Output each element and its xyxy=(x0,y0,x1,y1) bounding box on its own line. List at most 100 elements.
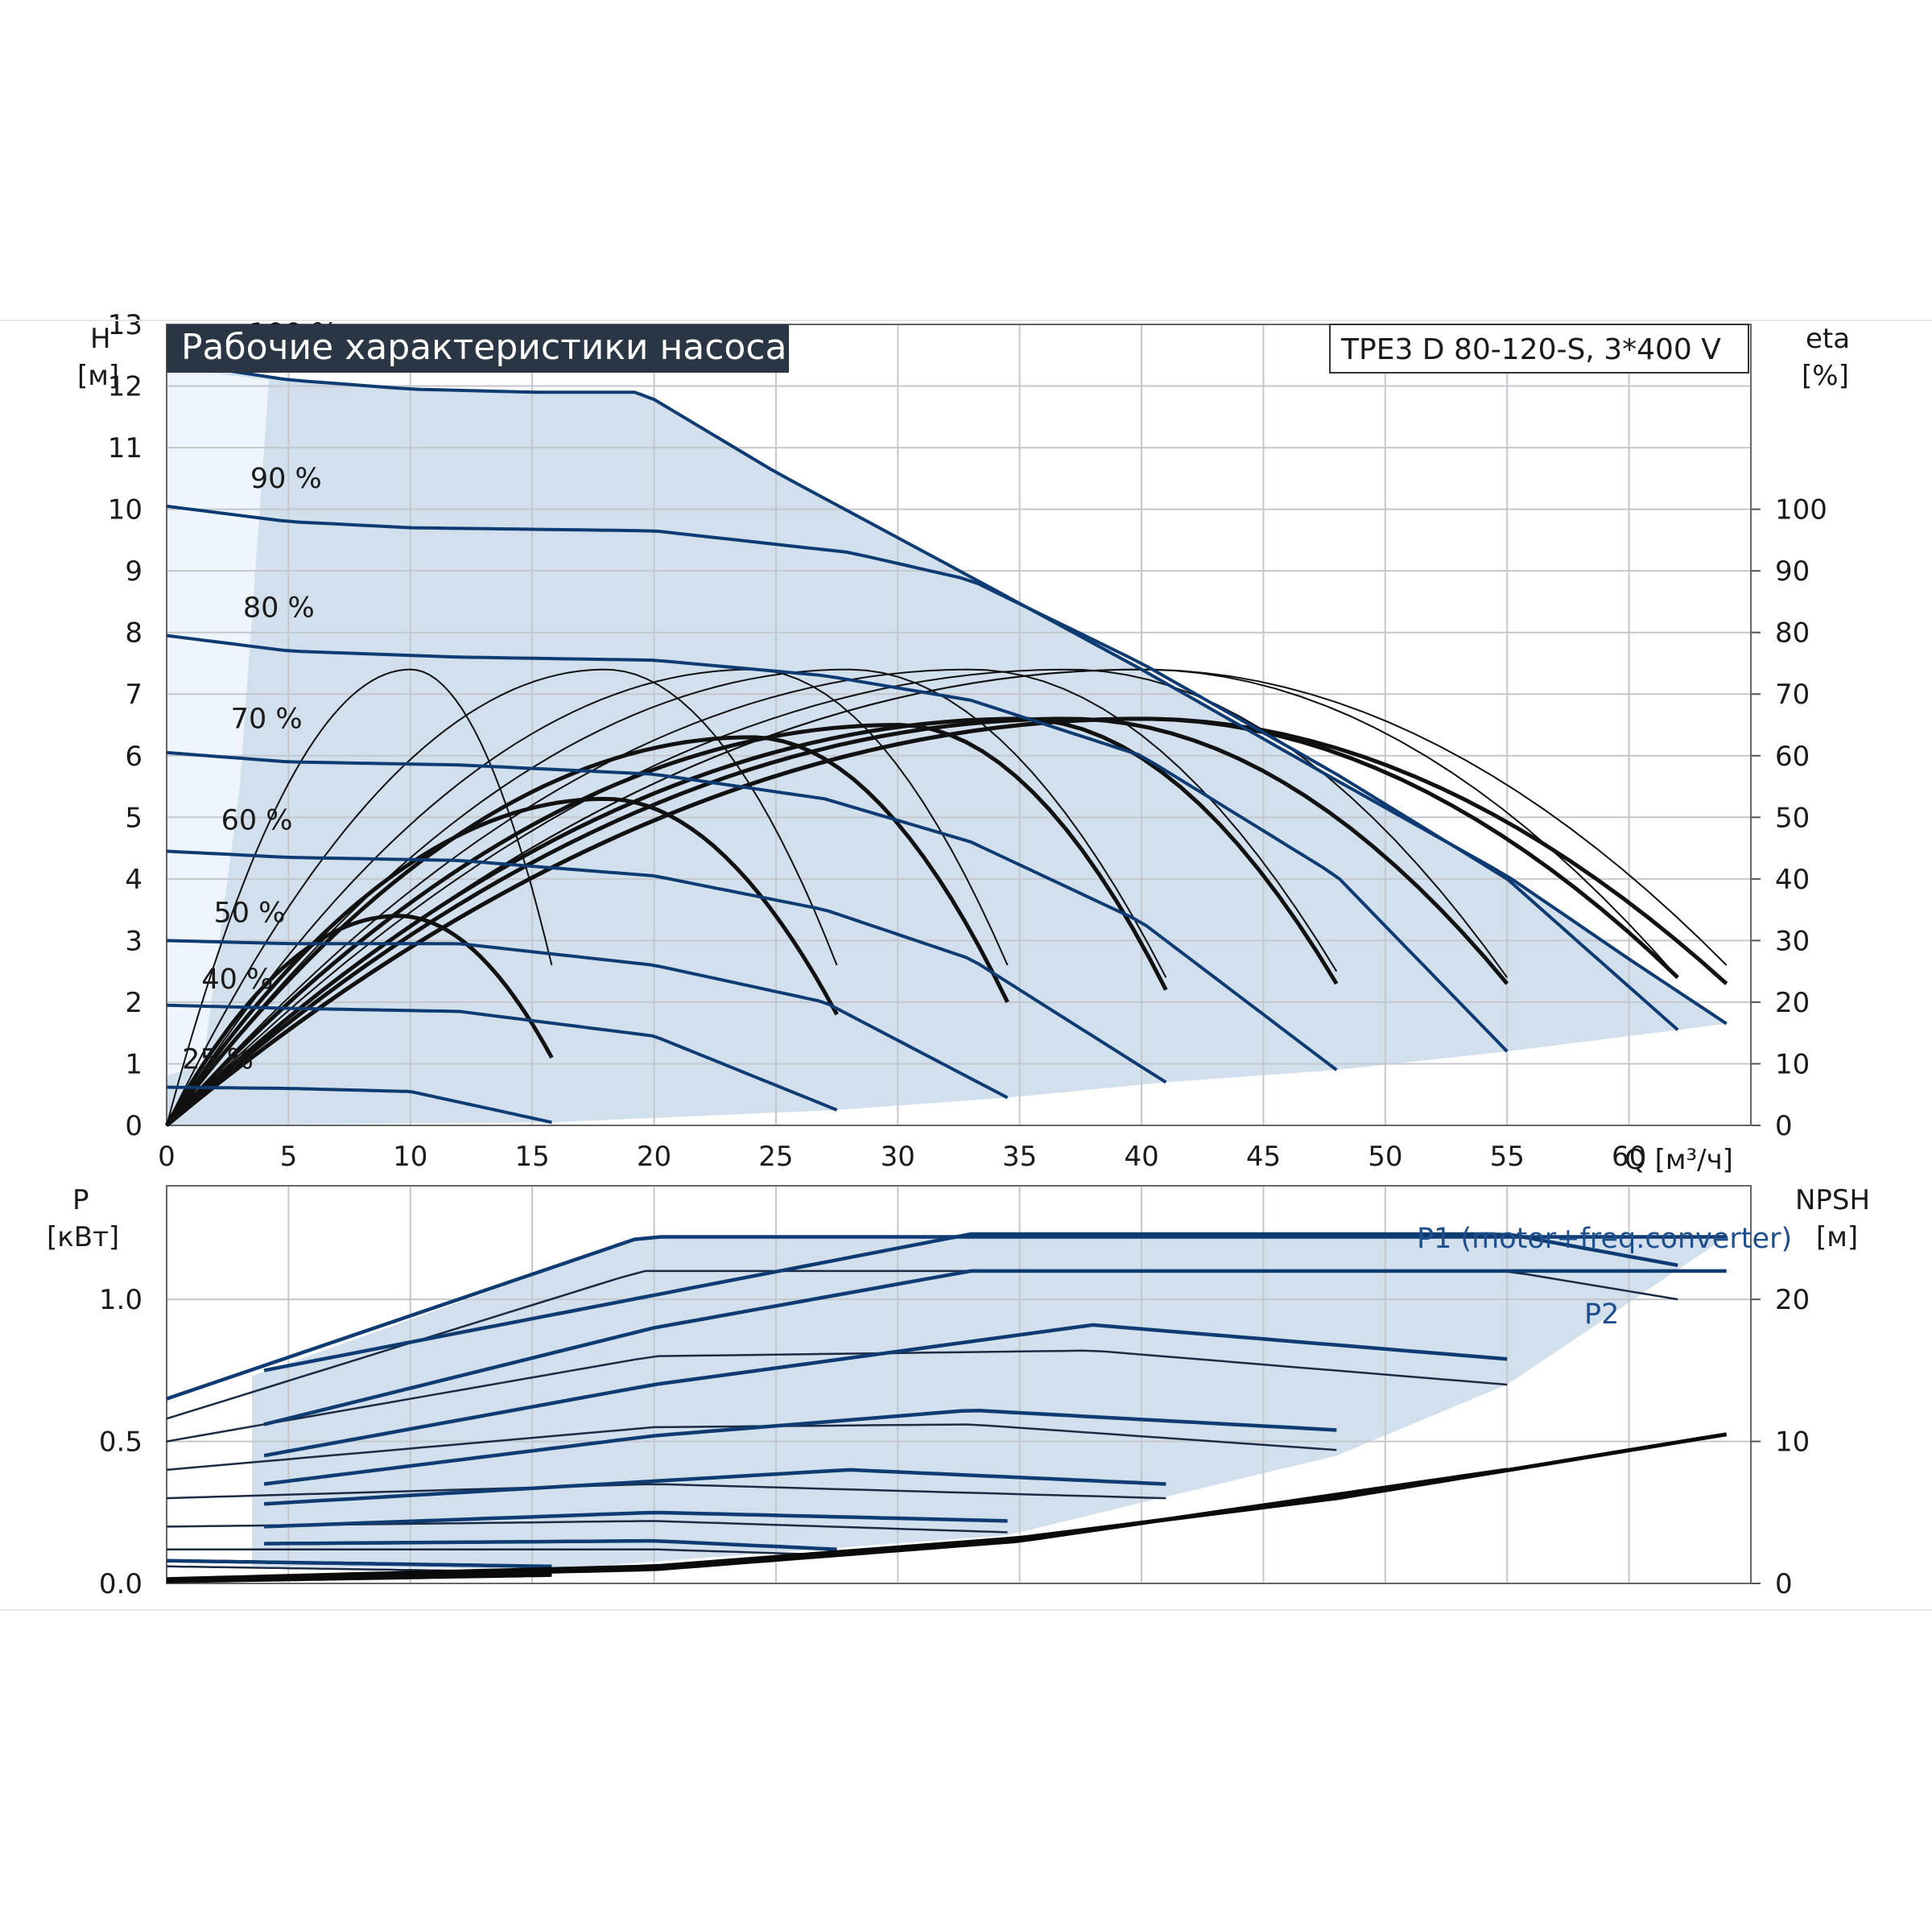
top-x-tick-label: 50 xyxy=(1368,1141,1402,1173)
top-y2-tick-label: 80 xyxy=(1775,617,1810,650)
top-y-tick-label: 0 xyxy=(125,1110,142,1142)
p1-curve xyxy=(166,1235,1727,1401)
top-y-tick-label: 5 xyxy=(125,802,142,834)
top-y2-tick-label: 30 xyxy=(1775,925,1810,957)
head-curve xyxy=(166,849,1167,1084)
top-x-tick-label: 60 xyxy=(1612,1141,1646,1173)
top-y2-label: eta xyxy=(1806,323,1850,355)
top-y-tick-label: 9 xyxy=(125,555,142,588)
low-flow-band xyxy=(167,367,270,1076)
speed-label: 25 % xyxy=(182,1044,254,1076)
bottom-y2-unit: [м] xyxy=(1816,1221,1858,1253)
top-y-unit: [м] xyxy=(77,360,119,392)
bottom-plot-frame xyxy=(166,1185,1752,1584)
top-y2-tick-label: 70 xyxy=(1775,679,1810,711)
p1-curve xyxy=(263,1409,1337,1486)
speed-label: 60 % xyxy=(221,805,293,837)
speed-label: 90 % xyxy=(250,463,322,495)
top-x-tick-label: 25 xyxy=(758,1141,793,1173)
model-box xyxy=(1329,324,1749,374)
top-x-tick-label: 35 xyxy=(1002,1141,1037,1173)
bottom-y-label: P xyxy=(72,1184,89,1216)
model-label: TPE3 D 80-120-S, 3*400 V xyxy=(1340,333,1721,366)
head-curve xyxy=(166,1003,838,1112)
npsh-curve xyxy=(166,1468,1508,1583)
top-y-label: H xyxy=(90,323,111,355)
top-x-tick-label: 20 xyxy=(637,1141,671,1173)
top-y-tick-label: 3 xyxy=(125,925,142,957)
top-y-tick-label: 8 xyxy=(125,617,142,650)
speed-label: 50 % xyxy=(213,897,285,929)
p1-curve xyxy=(263,1468,1166,1506)
top-x-tick-label: 0 xyxy=(158,1141,175,1173)
top-y-tick-label: 10 xyxy=(108,494,142,526)
head-curve xyxy=(166,504,1679,1031)
speed-label: 40 % xyxy=(201,964,273,996)
head-curve xyxy=(166,634,1509,1053)
top-plot-frame xyxy=(166,324,1752,1126)
efficiency-curve-bold xyxy=(164,914,554,1127)
top-y-tick-label: 11 xyxy=(108,432,142,464)
top-x-tick-label: 15 xyxy=(515,1141,550,1173)
top-y2-tick-label: 50 xyxy=(1775,802,1810,834)
p2-curve xyxy=(166,1483,1166,1500)
top-y2-tick-label: 100 xyxy=(1775,494,1827,526)
operating-envelope xyxy=(167,361,1727,1125)
bottom-y-tick-label: 1.0 xyxy=(99,1284,142,1316)
efficiency-curve xyxy=(166,668,1338,1126)
head-efficiency-plot: 0 5 10 15 20 25 30 35 40 45 50 55 600123456789101112… xyxy=(108,309,1827,1173)
bottom-y-tick-label: 0.0 xyxy=(99,1568,142,1600)
efficiency-curve-bold xyxy=(165,716,1728,1127)
top-x-tick-label: 10 xyxy=(393,1141,427,1173)
top-y-tick-label: 4 xyxy=(125,864,142,896)
top-x-tick-label: 45 xyxy=(1246,1141,1281,1173)
top-y-tick-label: 6 xyxy=(125,741,142,773)
npsh-curve xyxy=(166,1572,552,1583)
top-y2-tick-label: 40 xyxy=(1775,864,1810,896)
top-y-tick-label: 7 xyxy=(125,679,142,711)
top-y2-unit: [%] xyxy=(1802,360,1849,392)
efficiency-curve-bold xyxy=(165,716,1509,1127)
top-y2-tick-label: 60 xyxy=(1775,741,1810,773)
bottom-y2-tick-label: 10 xyxy=(1775,1426,1810,1459)
p1-curve xyxy=(166,1558,552,1569)
head-curve xyxy=(166,750,1338,1071)
p2-series-label: P2 xyxy=(1584,1298,1619,1331)
top-y-tick-label: 13 xyxy=(108,309,142,341)
bottom-y-unit: [кВт] xyxy=(47,1221,119,1253)
speed-label: 70 % xyxy=(231,703,303,735)
head-curve xyxy=(166,939,1009,1100)
bottom-y2-tick-label: 20 xyxy=(1775,1284,1810,1316)
top-y2-tick-label: 0 xyxy=(1775,1110,1793,1142)
top-y-tick-label: 12 xyxy=(108,371,142,403)
efficiency-curve-bold xyxy=(165,735,1009,1127)
top-x-tick-label: 40 xyxy=(1124,1141,1158,1173)
top-y-tick-label: 1 xyxy=(125,1048,142,1080)
top-x-tick-label: 55 xyxy=(1490,1141,1525,1173)
p1-curve xyxy=(263,1269,1727,1426)
top-x-tick-label: 30 xyxy=(881,1141,915,1173)
speed-label: 80 % xyxy=(243,592,315,625)
top-x-label: Q [м³/ч] xyxy=(1624,1144,1733,1176)
top-y2-tick-label: 20 xyxy=(1775,987,1810,1019)
p1-curve xyxy=(263,1323,1508,1458)
efficiency-curve-bold xyxy=(164,796,839,1127)
bottom-y2-label: NPSH xyxy=(1795,1184,1870,1216)
efficiency-curve-bold xyxy=(165,722,1168,1127)
bottom-y-tick-label: 0.5 xyxy=(99,1426,142,1459)
top-y2-tick-label: 90 xyxy=(1775,555,1810,588)
title-bar xyxy=(167,324,789,373)
top-y2-tick-label: 10 xyxy=(1775,1048,1810,1080)
chart-title: Рабочие характеристики насоса xyxy=(181,327,786,368)
p2-curve xyxy=(167,1548,837,1556)
labels: Рабочие характеристики насоса TPE3 D 80-… xyxy=(47,323,1870,1331)
top-y-tick-label: 2 xyxy=(125,987,142,1019)
p1-curve xyxy=(264,1510,1008,1529)
head-curve xyxy=(166,1085,552,1125)
bottom-y2-tick-label: 0 xyxy=(1775,1568,1793,1600)
p1-series-label: P1 (motor+freq.converter) xyxy=(1417,1223,1792,1255)
p2-curve xyxy=(166,1349,1508,1443)
efficiency-curve xyxy=(166,668,553,1126)
